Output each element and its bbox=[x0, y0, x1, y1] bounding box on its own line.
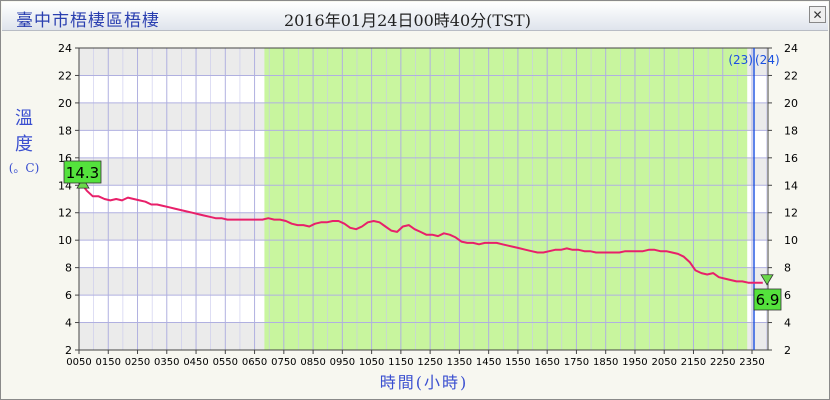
x-tick-label: 2050 bbox=[651, 357, 676, 368]
y-tick-label: 18 bbox=[58, 124, 72, 137]
extremes-markers: 14.3 6.9 bbox=[63, 160, 782, 311]
y-tick-label-right: 10 bbox=[784, 234, 798, 247]
title-bar: 臺中市梧棲區梧棲 2016年01月24日00時40分(TST) ✕ bbox=[2, 2, 828, 31]
highlight-rect bbox=[264, 48, 748, 350]
x-tick-label: 0550 bbox=[213, 357, 238, 368]
y-tick-label: 20 bbox=[58, 97, 72, 110]
x-tick-label: 1350 bbox=[447, 357, 472, 368]
x-tick-label: 0950 bbox=[330, 357, 355, 368]
x-tick-label: 1650 bbox=[534, 357, 559, 368]
x-tick-label: 2150 bbox=[681, 357, 706, 368]
x-tick-label: 2350 bbox=[739, 357, 764, 368]
x-tick-label: 1850 bbox=[593, 357, 618, 368]
y-axis-unit: (。C) bbox=[9, 161, 40, 175]
max-label: 14.3 bbox=[66, 164, 99, 182]
y-tick-label-right: 8 bbox=[784, 262, 791, 275]
close-button[interactable]: ✕ bbox=[809, 6, 826, 23]
min-label-box bbox=[753, 288, 782, 311]
day-right-label: (24) bbox=[755, 53, 780, 67]
x-tick-label: 1950 bbox=[622, 357, 647, 368]
x-axis-label: 時間(小時) bbox=[380, 373, 469, 392]
highlight-band bbox=[264, 48, 748, 350]
x-tick-label: 1750 bbox=[564, 357, 589, 368]
y-tick-label-right: 12 bbox=[784, 207, 798, 220]
y-tick-label-right: 2 bbox=[784, 344, 791, 357]
y-tick-label-right: 22 bbox=[784, 69, 798, 82]
plot-border bbox=[78, 47, 769, 351]
min-label: 6.9 bbox=[756, 291, 780, 309]
temperature-line bbox=[78, 180, 763, 284]
y-tick-label-right: 14 bbox=[784, 179, 798, 192]
y-tick-label-right: 18 bbox=[784, 124, 798, 137]
y-tick-label: 6 bbox=[65, 289, 72, 302]
y-tick-label: 12 bbox=[58, 207, 72, 220]
x-tick-label: 1150 bbox=[388, 357, 413, 368]
y-tick-label: 24 bbox=[58, 42, 72, 55]
x-axis-ticks: 0050 0150 0250 0350 0450 0550 0650 0750 0850 0950… bbox=[66, 350, 765, 368]
x-tick-label: 1550 bbox=[505, 357, 530, 368]
y-tick-label: 10 bbox=[58, 234, 72, 247]
y-tick-label-right: 16 bbox=[784, 152, 798, 165]
y-tick-label: 2 bbox=[65, 344, 72, 357]
x-tick-label: 0350 bbox=[154, 357, 179, 368]
y-tick-label-right: 6 bbox=[784, 289, 791, 302]
y-tick-label: 22 bbox=[58, 69, 72, 82]
y-axis-label-line2: 度 bbox=[15, 134, 33, 155]
x-tick-label: 0050 bbox=[66, 357, 91, 368]
y-tick-label: 4 bbox=[65, 317, 72, 330]
x-tick-label: 0650 bbox=[242, 357, 267, 368]
station-name: 臺中市梧棲區梧棲 bbox=[16, 11, 160, 31]
max-label-box bbox=[63, 160, 102, 184]
x-tick-label: 0750 bbox=[271, 357, 296, 368]
x-tick-label: 0250 bbox=[125, 357, 150, 368]
x-tick-label: 0150 bbox=[96, 357, 121, 368]
x-tick-label: 1450 bbox=[476, 357, 501, 368]
x-tick-label: 0450 bbox=[183, 357, 208, 368]
x-tick-label: 0850 bbox=[300, 357, 325, 368]
min-marker-icon bbox=[760, 274, 774, 286]
y-tick-label-right: 20 bbox=[784, 97, 798, 110]
x-tick-label: 1250 bbox=[417, 357, 442, 368]
axis-labels: 溫度 (。C) 時間(小時) bbox=[9, 108, 469, 392]
day-left-label: (23) bbox=[728, 53, 753, 67]
day-divider: (23) (24) bbox=[728, 48, 780, 350]
y-tick-label-right: 4 bbox=[784, 317, 791, 330]
temperature-series bbox=[78, 180, 763, 284]
y-tick-label: 8 bbox=[65, 262, 72, 275]
axes bbox=[78, 47, 769, 351]
x-tick-label: 2250 bbox=[710, 357, 735, 368]
y-tick-label-right: 24 bbox=[784, 42, 798, 55]
observation-datetime: 2016年01月24日00時40分(TST) bbox=[284, 11, 531, 30]
x-tick-label: 1050 bbox=[359, 357, 384, 368]
y-axis-label-line1: 溫 bbox=[15, 108, 33, 129]
